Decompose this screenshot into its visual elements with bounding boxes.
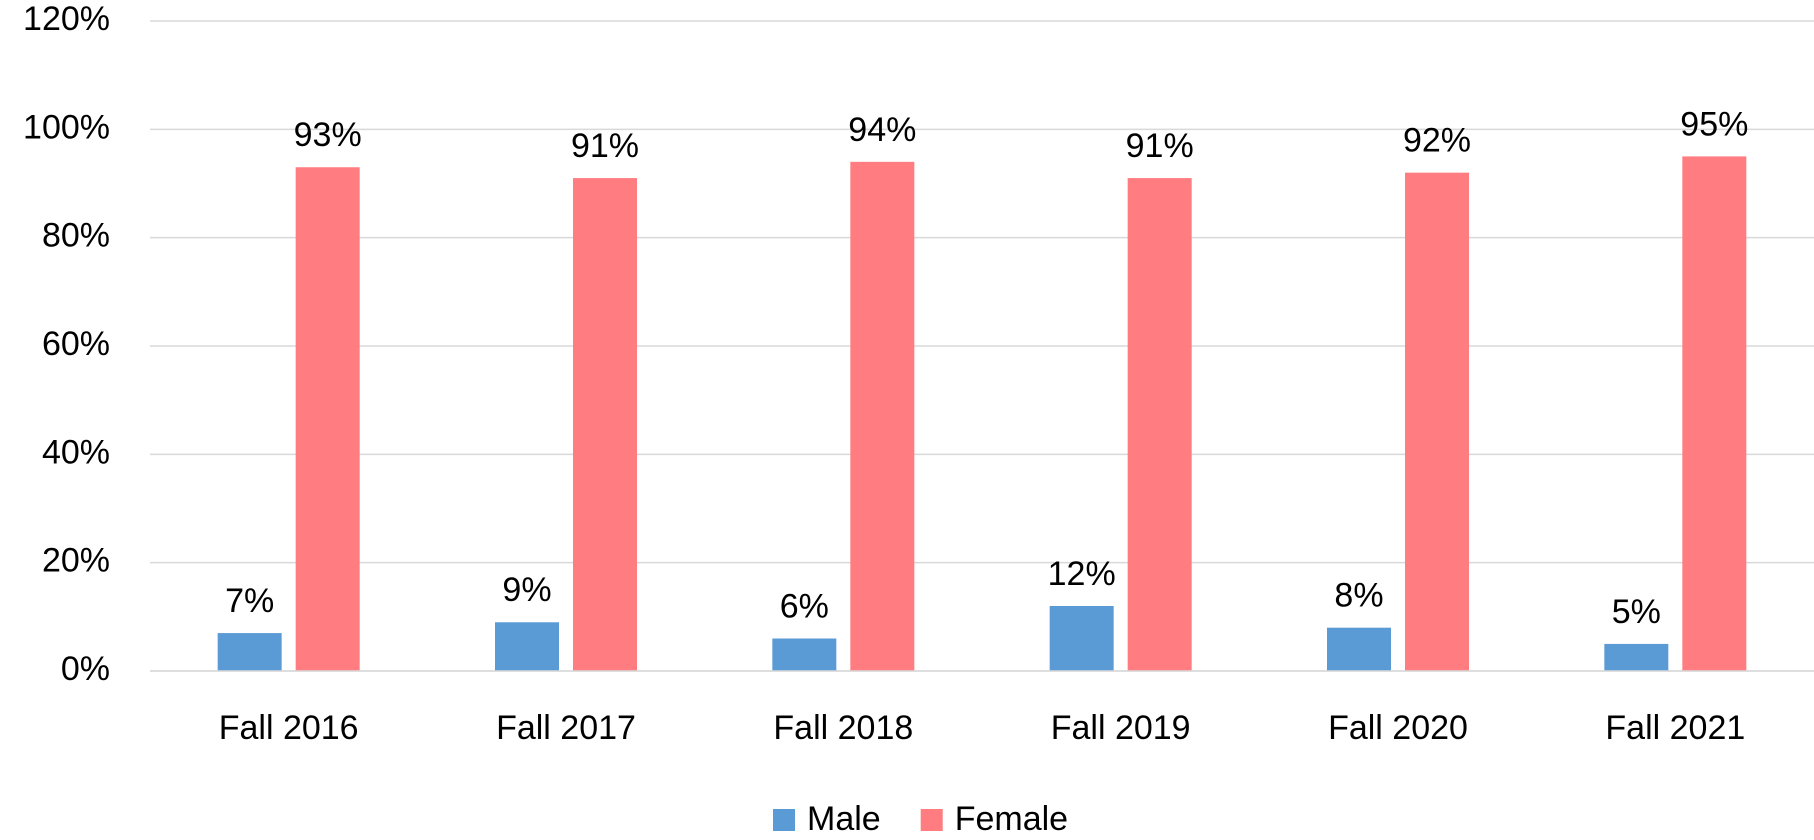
data-label: 5% — [1612, 593, 1661, 631]
x-tick-label: Fall 2016 — [219, 709, 359, 747]
data-label: 6% — [780, 587, 829, 625]
x-tick-label: Fall 2021 — [1605, 709, 1745, 747]
bar — [495, 622, 559, 671]
bar — [1049, 606, 1114, 671]
legend-label: Male — [807, 800, 881, 838]
legend-swatch — [920, 809, 943, 831]
y-tick-label: 100% — [23, 108, 110, 146]
data-label: 94% — [848, 111, 916, 149]
y-tick-label: 20% — [42, 542, 110, 580]
x-tick-label: Fall 2019 — [1051, 709, 1191, 747]
x-tick-label: Fall 2018 — [773, 709, 913, 747]
bar — [217, 633, 282, 671]
data-label: 91% — [1126, 127, 1194, 165]
data-label: 93% — [294, 116, 362, 154]
x-tick-label: Fall 2017 — [496, 709, 636, 747]
legend-label: Female — [955, 800, 1068, 838]
legend-swatch — [773, 809, 795, 831]
data-label: 91% — [571, 127, 639, 165]
bar — [850, 161, 915, 672]
bar — [1405, 172, 1469, 671]
data-label: 95% — [1680, 105, 1748, 143]
bar — [772, 638, 837, 671]
data-label: 7% — [225, 582, 274, 620]
bar — [1682, 156, 1747, 671]
data-label: 92% — [1403, 122, 1471, 160]
data-label: 12% — [1048, 555, 1116, 593]
x-tick-label: Fall 2020 — [1328, 709, 1468, 747]
y-tick-label: 60% — [42, 325, 110, 363]
bar — [1127, 178, 1192, 672]
y-tick-label: 120% — [23, 0, 110, 38]
data-label: 8% — [1334, 577, 1383, 615]
y-tick-label: 80% — [42, 217, 110, 255]
bar — [1604, 643, 1669, 671]
data-label: 9% — [502, 571, 551, 609]
bar — [573, 178, 637, 672]
bar — [1327, 627, 1391, 671]
bar — [295, 167, 360, 671]
y-tick-label: 40% — [42, 433, 110, 471]
y-tick-label: 0% — [61, 650, 110, 688]
